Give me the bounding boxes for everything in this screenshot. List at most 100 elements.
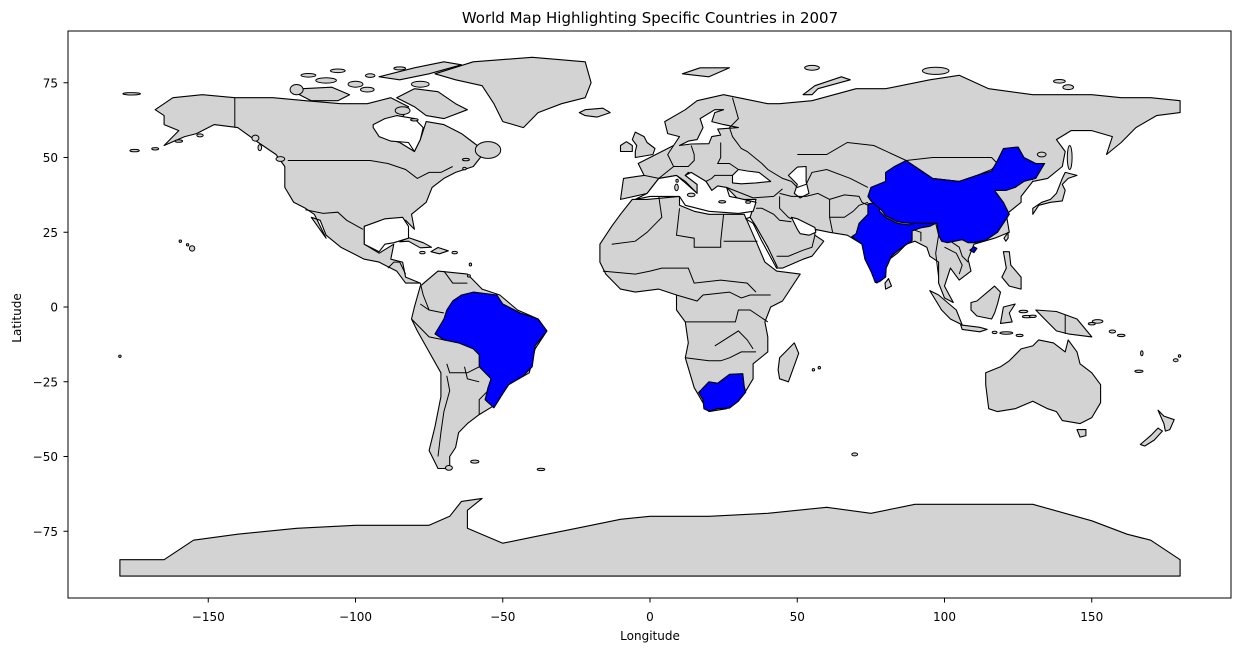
island-35: [129, 148, 140, 153]
island-58: [921, 66, 950, 75]
island-7: [675, 178, 679, 183]
country-border-9: [685, 351, 756, 362]
land-taiwan: [1003, 231, 1009, 242]
island-51: [394, 106, 411, 115]
land-novaya-zemlya: [802, 76, 851, 96]
island-1: [185, 243, 190, 247]
country-border-1: [287, 160, 453, 179]
water-baltic-sea: [678, 109, 739, 147]
y-tick-label: 25: [43, 226, 58, 240]
island-6: [674, 183, 679, 192]
island-11: [817, 366, 821, 370]
x-tick-label: 100: [933, 610, 956, 624]
water-red-sea: [745, 216, 778, 269]
island-26: [1015, 333, 1024, 338]
island-5: [468, 262, 473, 267]
y-tick-label: −25: [33, 375, 58, 389]
island-18: [1172, 358, 1179, 363]
country-border-8: [685, 309, 769, 323]
x-axis-label: Longitude: [620, 629, 680, 643]
island-48: [329, 68, 346, 74]
island-17: [118, 354, 122, 358]
x-axis: −150 −100 −50 0 50 100 150: [192, 598, 1103, 624]
land-new-guinea: [1035, 309, 1093, 338]
country-border-27: [756, 207, 792, 223]
country-border-31: [829, 201, 869, 218]
island-28: [991, 330, 998, 335]
country-border-7: [676, 291, 771, 302]
island-22: [1116, 333, 1126, 338]
island-16: [851, 452, 859, 457]
island-52: [410, 118, 419, 122]
island-21: [1140, 350, 1144, 357]
island-19: [1177, 354, 1182, 358]
island-54: [393, 66, 407, 71]
country-border-2: [305, 209, 364, 230]
island-12: [811, 368, 816, 372]
country-border-4: [675, 208, 725, 248]
land-new-zealand-north: [1157, 409, 1175, 432]
island-57: [1053, 79, 1066, 84]
water-gulf-of-mexico: [363, 216, 410, 253]
island-56: [1062, 84, 1074, 91]
country-border-40: [387, 261, 407, 275]
y-tick-label: 50: [43, 151, 58, 165]
island-33: [1036, 151, 1047, 158]
island-49: [300, 73, 317, 78]
island-4: [419, 250, 426, 255]
land-java: [960, 324, 988, 333]
country-border-25: [726, 186, 783, 199]
country-border-24: [797, 141, 907, 161]
land-philippines: [1001, 251, 1022, 290]
land-ellesmere-island: [378, 61, 463, 81]
land-hispaniola: [430, 246, 449, 255]
x-tick-label: 50: [790, 610, 805, 624]
x-tick-label: 0: [646, 610, 654, 624]
island-10: [745, 200, 751, 204]
country-border-14: [446, 363, 480, 374]
highlighted-country-brazil: [434, 291, 548, 409]
island-9: [718, 200, 727, 204]
land-australia: [985, 339, 1102, 425]
land-japan: [1032, 171, 1078, 215]
land-iceland: [578, 107, 611, 118]
island-37: [196, 133, 204, 138]
country-border-21: [705, 174, 733, 182]
island-20: [1134, 369, 1144, 373]
island-44: [347, 80, 364, 88]
x-tick-label: −150: [192, 610, 225, 624]
x-tick-label: 150: [1080, 610, 1103, 624]
land-north-america: [154, 94, 486, 284]
island-41: [474, 141, 502, 159]
island-40: [275, 156, 286, 162]
country-border-23: [791, 168, 869, 188]
water-caspian-sea: [787, 165, 810, 199]
island-2: [178, 239, 183, 243]
country-border-16: [478, 390, 489, 415]
land-borneo: [970, 285, 1002, 320]
island-55: [122, 92, 141, 96]
island-38: [251, 134, 260, 142]
highlighted-country-china: [867, 146, 1046, 244]
country-border-28: [776, 235, 816, 257]
water-black-sea: [731, 168, 772, 185]
island-14: [536, 467, 546, 472]
y-axis-label: Latitude: [10, 293, 24, 342]
island-32: [1066, 145, 1073, 170]
country-border-18: [643, 145, 675, 179]
y-tick-label: 0: [50, 301, 58, 315]
land-greenland: [434, 56, 592, 129]
island-13: [470, 459, 480, 464]
country-border-41: [419, 282, 430, 311]
y-axis: −75 −50 −25 0 25 50 75: [33, 76, 68, 539]
country-border-26: [779, 196, 792, 220]
highlighted-country-hainan: [969, 246, 978, 254]
land-baffin-island: [396, 88, 468, 120]
island-30: [1028, 314, 1037, 318]
highlighted-country-india: [851, 201, 937, 284]
country-border-6: [602, 267, 757, 293]
island-50: [360, 86, 375, 93]
land-sri-lanka: [884, 278, 893, 290]
country-border-20: [716, 142, 739, 170]
